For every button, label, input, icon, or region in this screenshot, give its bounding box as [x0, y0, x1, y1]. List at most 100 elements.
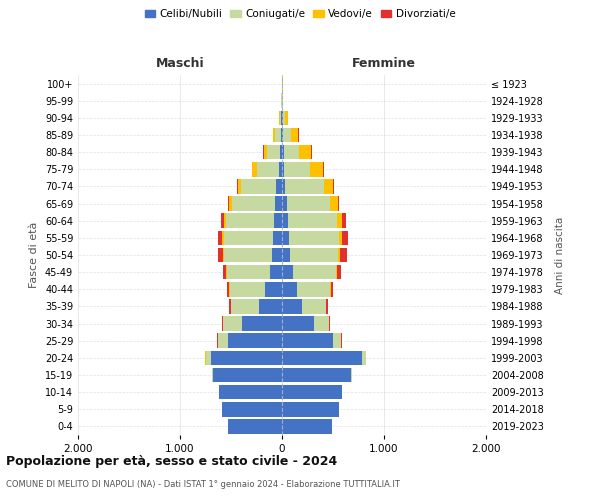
Bar: [219, 385, 282, 400]
Bar: [310, 162, 323, 176]
Bar: [282, 248, 290, 262]
Bar: [337, 214, 342, 228]
Bar: [259, 299, 282, 314]
Bar: [257, 162, 279, 176]
Bar: [224, 248, 272, 262]
Bar: [282, 145, 284, 160]
Bar: [282, 334, 333, 348]
Bar: [275, 196, 282, 211]
Y-axis label: Anni di nascita: Anni di nascita: [555, 216, 565, 294]
Bar: [282, 316, 314, 331]
Bar: [212, 368, 282, 382]
Bar: [223, 248, 224, 262]
Bar: [282, 385, 342, 400]
Bar: [238, 179, 241, 194]
Bar: [282, 179, 285, 194]
Bar: [282, 230, 289, 245]
Bar: [218, 230, 223, 245]
Bar: [226, 265, 227, 280]
Bar: [337, 265, 341, 280]
Bar: [218, 248, 223, 262]
Bar: [285, 179, 324, 194]
Bar: [272, 248, 282, 262]
Bar: [340, 248, 347, 262]
Bar: [324, 179, 333, 194]
Bar: [302, 299, 326, 314]
Bar: [263, 145, 267, 160]
Bar: [282, 196, 287, 211]
Bar: [284, 110, 287, 125]
Y-axis label: Fasce di età: Fasce di età: [29, 222, 39, 288]
Bar: [283, 128, 291, 142]
Bar: [282, 368, 352, 382]
Bar: [206, 350, 211, 365]
Bar: [331, 196, 338, 211]
Bar: [275, 128, 281, 142]
Bar: [282, 350, 362, 365]
Bar: [330, 282, 331, 296]
Bar: [223, 230, 224, 245]
Bar: [287, 196, 331, 211]
Bar: [229, 196, 232, 211]
Bar: [223, 265, 226, 280]
Bar: [230, 282, 265, 296]
Bar: [280, 110, 281, 125]
Bar: [282, 162, 284, 176]
Bar: [228, 334, 282, 348]
Bar: [342, 230, 349, 245]
Bar: [270, 265, 282, 280]
Bar: [281, 128, 282, 142]
Bar: [298, 282, 330, 296]
Bar: [224, 230, 273, 245]
Bar: [274, 128, 275, 142]
Bar: [280, 145, 282, 160]
Text: Popolazione per età, sesso e stato civile - 2024: Popolazione per età, sesso e stato civil…: [6, 455, 337, 468]
Bar: [342, 214, 346, 228]
Text: COMUNE DI MELITO DI NAPOLI (NA) - Dati ISTAT 1° gennaio 2024 - Elaborazione TUTT: COMUNE DI MELITO DI NAPOLI (NA) - Dati I…: [6, 480, 400, 489]
Bar: [236, 179, 238, 194]
Bar: [228, 196, 229, 211]
Bar: [336, 265, 337, 280]
Text: Maschi: Maschi: [155, 57, 205, 70]
Bar: [326, 299, 328, 314]
Bar: [282, 265, 293, 280]
Bar: [221, 214, 224, 228]
Bar: [282, 128, 283, 142]
Bar: [293, 265, 336, 280]
Bar: [299, 145, 311, 160]
Bar: [267, 145, 280, 160]
Bar: [291, 128, 298, 142]
Bar: [211, 350, 282, 365]
Bar: [242, 316, 282, 331]
Bar: [333, 179, 334, 194]
Bar: [227, 265, 270, 280]
Bar: [277, 179, 282, 194]
Bar: [282, 214, 288, 228]
Bar: [338, 248, 340, 262]
Bar: [279, 162, 282, 176]
Bar: [329, 316, 330, 331]
Bar: [283, 110, 284, 125]
Bar: [282, 419, 332, 434]
Bar: [282, 299, 302, 314]
Bar: [227, 282, 229, 296]
Bar: [223, 316, 242, 331]
Bar: [282, 282, 298, 296]
Bar: [265, 282, 282, 296]
Bar: [314, 316, 329, 331]
Legend: Celibi/Nubili, Coniugati/e, Vedovi/e, Divorziati/e: Celibi/Nubili, Coniugati/e, Vedovi/e, Di…: [140, 5, 460, 24]
Bar: [333, 334, 341, 348]
Bar: [218, 334, 228, 348]
Bar: [338, 196, 339, 211]
Bar: [282, 402, 339, 416]
Bar: [289, 230, 339, 245]
Bar: [284, 162, 310, 176]
Bar: [284, 145, 299, 160]
Bar: [273, 230, 282, 245]
Bar: [226, 214, 274, 228]
Bar: [288, 214, 337, 228]
Bar: [331, 282, 333, 296]
Bar: [290, 248, 338, 262]
Bar: [229, 299, 230, 314]
Bar: [253, 162, 257, 176]
